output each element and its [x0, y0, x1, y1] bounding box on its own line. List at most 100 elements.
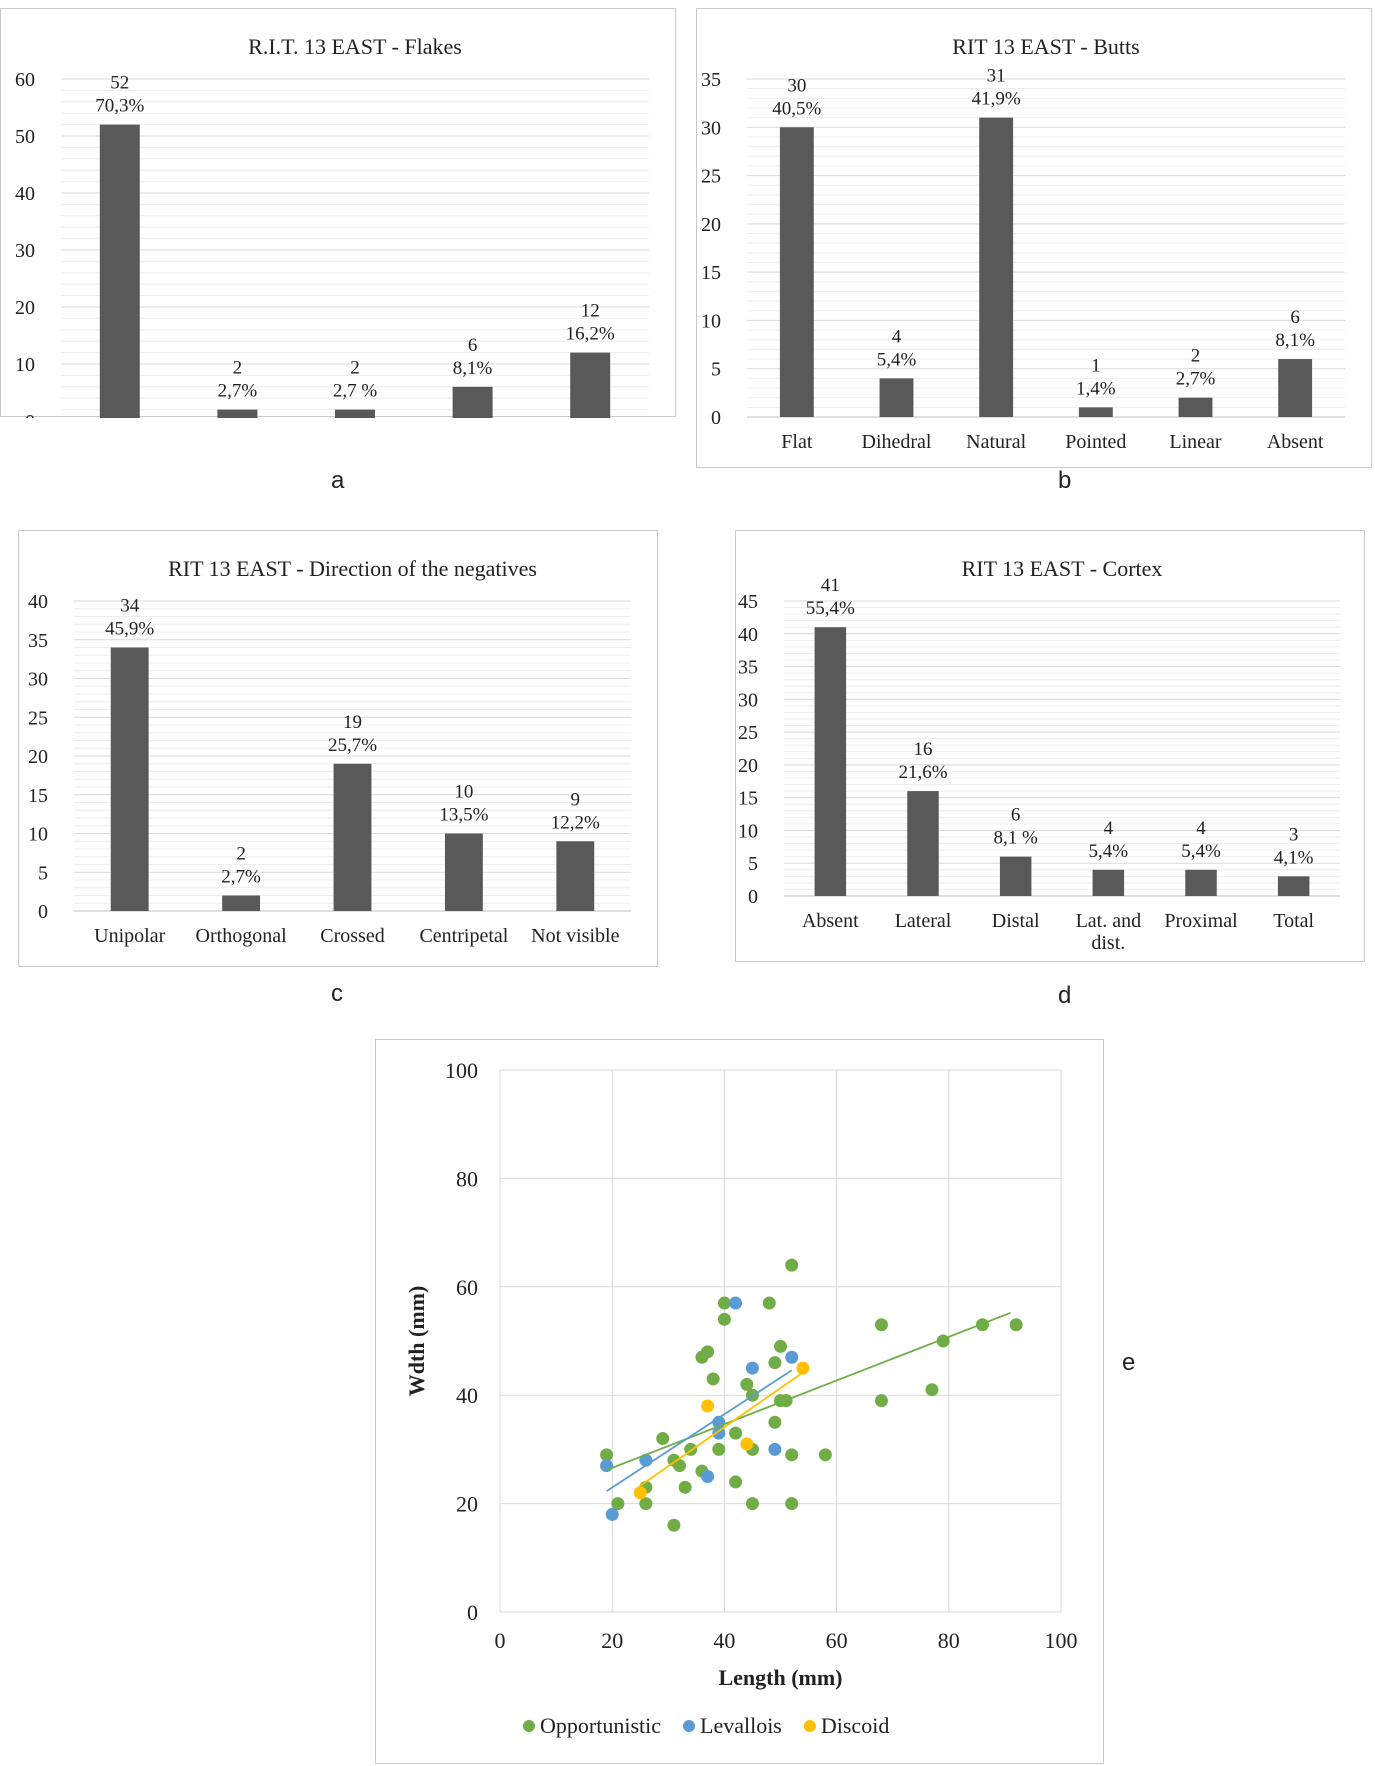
y-tick-label: 30: [738, 689, 758, 711]
data-label-percent: 12,2%: [551, 812, 600, 833]
legend-label: Levallois: [700, 1713, 782, 1738]
y-tick-label: 10: [738, 820, 758, 842]
x-tick-label: 20: [601, 1628, 623, 1653]
data-point: [656, 1432, 670, 1446]
data-point: [678, 1480, 692, 1494]
data-point: [639, 1497, 653, 1511]
bar: [999, 856, 1032, 896]
x-tick-label: Absent: [1267, 431, 1324, 453]
y-tick-label: 0: [748, 886, 758, 908]
data-point: [874, 1318, 888, 1332]
trendline: [639, 1371, 804, 1487]
x-tick-label: Crossed: [320, 925, 384, 947]
x-tick-label: Linear: [1169, 431, 1222, 453]
y-tick-label: 35: [701, 69, 721, 91]
data-point: [925, 1383, 939, 1397]
y-tick-label: 25: [701, 166, 721, 188]
bar: [814, 627, 847, 896]
chart-panel-d: RIT 13 EAST - Cortex 0 5 10 15 20 25 30 35 40 45 41…: [735, 530, 1365, 962]
data-label-percent: 41,9%: [972, 89, 1021, 110]
data-label-count: 19: [343, 712, 362, 733]
trendline: [606, 1311, 1011, 1471]
y-tick-label: 50: [15, 126, 35, 148]
x-tick-label: Unipolar: [94, 925, 165, 947]
data-label-count: 16: [914, 739, 933, 760]
bar: [779, 127, 814, 418]
y-tick-label: 40: [15, 183, 35, 205]
y-tick-label: 0: [38, 901, 48, 923]
data-point: [701, 1345, 715, 1359]
y-tick-label: 30: [15, 240, 35, 262]
y-tick-label: 80: [456, 1166, 478, 1191]
bar: [979, 117, 1014, 417]
data-label-percent: 45,9%: [105, 619, 154, 640]
y-tick-label: 5: [711, 359, 721, 381]
data-point: [818, 1448, 832, 1462]
bar: [1278, 359, 1313, 417]
data-point: [706, 1372, 720, 1386]
legend-marker: [803, 1720, 816, 1732]
data-point: [1009, 1318, 1023, 1332]
y-tick-label: 0: [711, 407, 721, 429]
y-tick-label: 100: [445, 1058, 478, 1083]
chart-panel-a: R.I.T. 13 EAST - Flakes 0 10 20 30 40 50 60 5270…: [0, 8, 676, 418]
panel-letter-a: a: [331, 467, 345, 494]
y-tick-label: 30: [701, 117, 721, 139]
data-point: [701, 1470, 715, 1483]
y-tick-label: 10: [15, 354, 35, 376]
data-label-count: 4: [1196, 818, 1206, 839]
y-tick-label: 0: [467, 1600, 478, 1625]
y-tick-label: 0: [25, 411, 35, 418]
data-label-count: 9: [571, 789, 581, 810]
bar: [907, 791, 939, 896]
data-label-percent: 13,5%: [439, 805, 488, 826]
data-label-percent: 8,1%: [1275, 330, 1315, 351]
data-label-percent: 2,7%: [1176, 369, 1216, 390]
bar: [1185, 869, 1217, 896]
y-tick-label: 60: [15, 69, 35, 91]
data-point: [768, 1442, 782, 1456]
chart-title: RIT 13 EAST - Direction of the negatives: [168, 556, 537, 581]
data-label-count: 2: [236, 844, 246, 865]
data-point: [796, 1361, 810, 1375]
data-label-count: 30: [787, 75, 806, 96]
x-tick-label: 40: [713, 1628, 735, 1653]
data-label-count: 41: [821, 575, 840, 596]
data-label-percent: 2,7%: [218, 381, 258, 402]
data-point: [874, 1394, 888, 1408]
y-tick-label: 20: [701, 214, 721, 236]
bar: [335, 409, 375, 418]
data-point: [774, 1339, 787, 1353]
data-label-percent: 5,4%: [1089, 841, 1129, 862]
bar: [879, 378, 914, 417]
data-point: [600, 1448, 614, 1462]
data-point: [717, 1296, 731, 1310]
data-label-percent: 8,1%: [453, 358, 493, 379]
data-label-count: 2: [350, 358, 360, 379]
data-point: [712, 1442, 726, 1456]
data-point: [633, 1486, 647, 1500]
y-tick-label: 25: [738, 722, 758, 744]
data-point: [667, 1518, 681, 1532]
x-tick-label: Natural: [966, 431, 1026, 453]
chart-title: R.I.T. 13 EAST - Flakes: [248, 34, 462, 59]
data-point: [762, 1296, 776, 1310]
data-label-count: 1: [1091, 355, 1101, 376]
chart-panel-b: RIT 13 EAST - Butts 0 5 10 15 20 25 30 35 30 40,5%…: [696, 8, 1372, 468]
x-tick-label: 60: [826, 1628, 848, 1653]
data-label-count: 52: [110, 73, 129, 94]
panel-letter-b: b: [1058, 467, 1072, 494]
y-tick-label: 20: [15, 297, 35, 319]
data-label-percent: 16,2%: [566, 324, 615, 345]
y-tick-label: 15: [701, 262, 721, 284]
legend-label: Opportunistic: [540, 1713, 661, 1738]
y-tick-label: 15: [738, 788, 758, 810]
data-label-count: 6: [1290, 307, 1300, 328]
bar: [333, 763, 372, 911]
x-tick-label: Lat. and: [1076, 910, 1142, 932]
y-tick-label: 20: [28, 746, 48, 768]
data-label-percent: 1,4%: [1076, 378, 1116, 399]
data-label-percent: 40,5%: [772, 98, 821, 119]
y-tick-label: 45: [738, 591, 758, 613]
data-point: [729, 1426, 743, 1440]
